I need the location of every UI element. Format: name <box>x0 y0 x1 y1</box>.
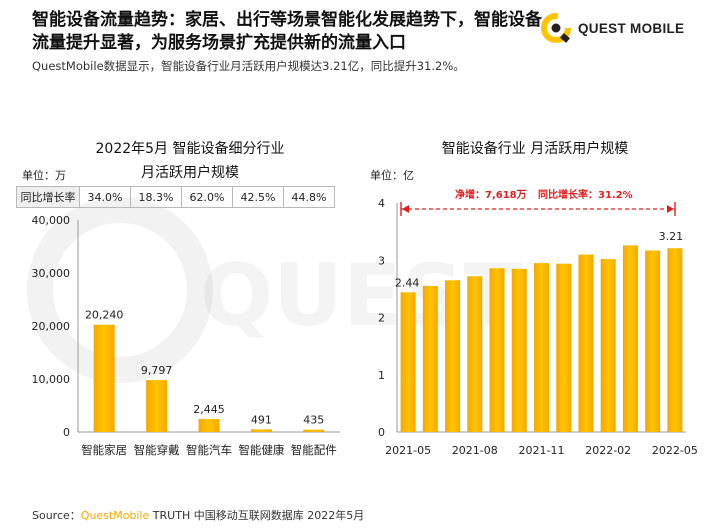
left-bar <box>303 429 325 432</box>
yoy-cell-wearable: 18.3% <box>130 186 182 208</box>
yoy-cell-smart-home: 34.0% <box>79 186 131 208</box>
right-bar <box>445 280 461 432</box>
right-y-tick-label: 4 <box>378 197 385 210</box>
right-last-value-label: 3.21 <box>659 230 684 243</box>
growth-annotation-right-arrow-icon <box>667 205 674 213</box>
yoy-cell-accessory: 44.8% <box>283 186 335 208</box>
yoy-growth-table: 同比增长率 34.0% 18.3% 62.0% 42.5% 44.8% <box>16 186 335 208</box>
left-x-tick-label: 智能家居 <box>81 443 127 457</box>
left-bar <box>93 324 115 432</box>
page-subtitle: QuestMobile数据显示，智能设备行业月活跃用户规模达3.21亿，同比提升… <box>32 59 465 73</box>
left-x-tick-label: 智能汽车 <box>186 443 232 457</box>
left-bar-value-label: 9,797 <box>141 364 173 377</box>
growth-annotation-yoy: 同比增长率：31.2% <box>538 188 633 201</box>
logo-mark-icon <box>541 13 571 43</box>
left-bar-value-label: 2,445 <box>193 403 225 416</box>
right-bar <box>511 268 527 432</box>
logo-text: QUEST MOBILE <box>578 21 685 36</box>
source-rest: TRUTH 中国移动互联网数据库 2022年5月 <box>149 509 365 522</box>
right-bar <box>467 276 483 432</box>
right-y-tick-label: 3 <box>378 254 385 267</box>
left-y-tick-label: 40,000 <box>32 214 71 227</box>
left-x-tick-label: 智能健康 <box>238 443 284 457</box>
right-bar <box>400 292 416 432</box>
yoy-cell-car: 62.0% <box>181 186 233 208</box>
left-bar <box>198 419 220 432</box>
left-bar-value-label: 435 <box>303 414 324 427</box>
right-bar <box>578 254 594 432</box>
left-y-tick-label: 30,000 <box>32 267 71 280</box>
left-y-tick-label: 20,000 <box>32 320 71 333</box>
growth-annotation-left-arrow-icon <box>402 205 409 213</box>
right-x-tick-label: 2021-05 <box>385 444 431 457</box>
right-first-value-label: 2.44 <box>395 276 420 289</box>
right-x-tick-label: 2021-11 <box>519 444 565 457</box>
right-bar <box>600 259 616 432</box>
source-prefix: Source： <box>32 509 81 522</box>
left-bar-value-label: 491 <box>251 413 272 426</box>
right-x-tick-label: 2021-08 <box>452 444 498 457</box>
left-y-tick-label: 0 <box>63 426 70 439</box>
right-bar <box>489 268 505 432</box>
left-bar <box>250 429 272 432</box>
yoy-header-cell: 同比增长率 <box>16 186 80 208</box>
left-chart-unit: 单位：万 <box>22 169 66 182</box>
right-y-tick-label: 1 <box>378 369 385 382</box>
right-chart-unit: 单位：亿 <box>370 169 414 182</box>
growth-annotation-net: 净增：7,618万 <box>455 188 527 201</box>
right-bar <box>622 245 638 432</box>
left-x-tick-label: 智能配件 <box>291 443 337 457</box>
page-title: 智能设备流量趋势：家居、出行等场景智能化发展趋势下，智能设备流量提升显著，为服务… <box>32 10 542 53</box>
right-bar <box>422 286 438 432</box>
right-bar <box>556 263 572 432</box>
right-x-tick-label: 2022-02 <box>585 444 631 457</box>
right-y-tick-label: 2 <box>378 312 385 325</box>
left-y-tick-label: 10,000 <box>32 373 71 386</box>
right-bar <box>534 263 549 432</box>
left-chart-title-line2: 月活跃用户规模 <box>141 165 239 181</box>
left-bar-value-label: 20,240 <box>85 309 124 322</box>
questmobile-logo: QUEST MOBILE <box>540 12 700 46</box>
right-bar <box>667 248 683 432</box>
right-chart-title: 智能设备行业 月活跃用户规模 <box>441 141 629 157</box>
right-x-tick-label: 2022-05 <box>652 444 698 457</box>
left-bar <box>146 380 168 432</box>
left-x-tick-label: 智能穿戴 <box>134 443 180 457</box>
source-footer: Source：QuestMobile TRUTH 中国移动互联网数据库 2022… <box>32 507 364 523</box>
right-y-tick-label: 0 <box>378 426 385 439</box>
left-chart-title-line1: 2022年5月 智能设备细分行业 <box>95 141 285 157</box>
right-bar <box>645 250 661 432</box>
source-brand: QuestMobile <box>80 509 150 522</box>
